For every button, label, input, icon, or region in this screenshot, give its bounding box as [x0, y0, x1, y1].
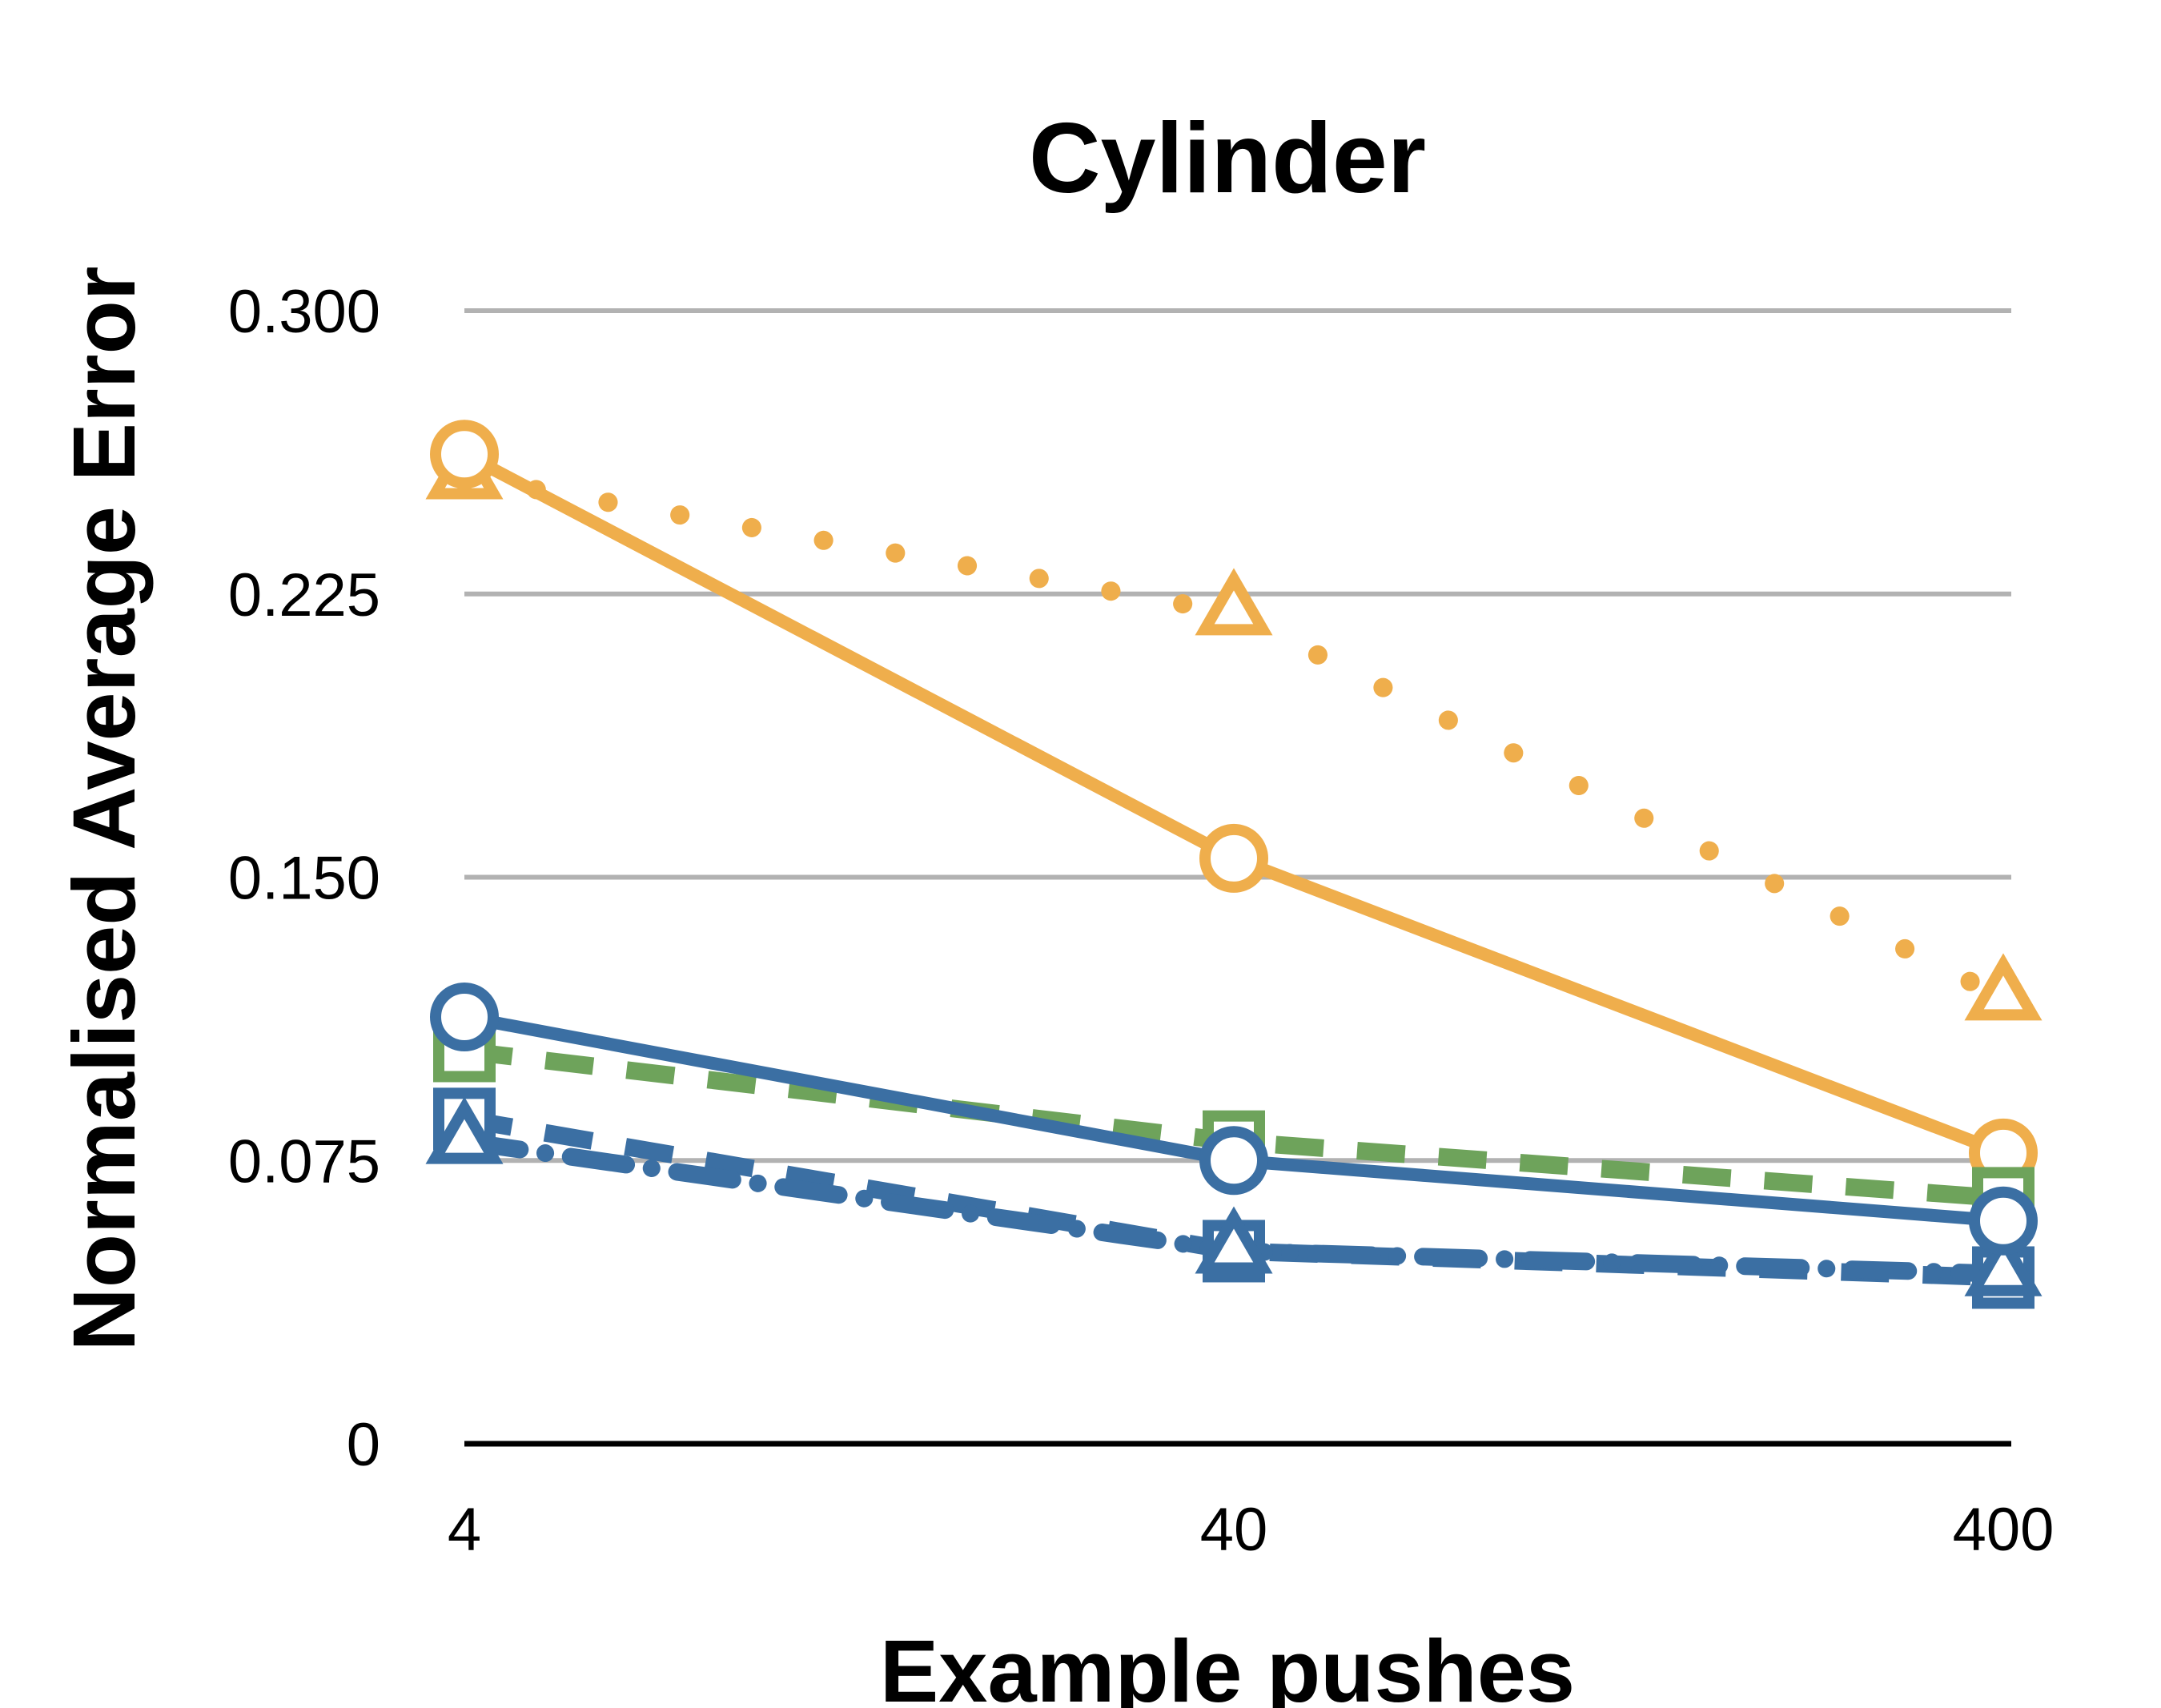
data-point-triangle: [1964, 953, 2043, 1021]
series-line-1: [455, 467, 2013, 1008]
data-point-triangle: [1964, 1228, 2043, 1296]
y-tick-label: 0: [347, 1411, 380, 1479]
x-axis-title: Example pushes: [880, 1622, 1575, 1708]
data-point-circle: [1199, 823, 1268, 893]
x-tick-label: 40: [1200, 1496, 1268, 1564]
data-point-triangle: [1195, 568, 1273, 636]
series-line-2: [461, 448, 2006, 1159]
data-point-circle: [1969, 1186, 2038, 1256]
series-markers: [425, 420, 2043, 1309]
data-point-circle: [430, 420, 499, 489]
y-axis-title: Normalised Average Error: [55, 266, 154, 1351]
data-point-circle: [1199, 1126, 1268, 1196]
data-point-triangle: [1195, 1206, 1273, 1274]
x-tick-labels: 4 40 400: [448, 1496, 2055, 1564]
y-tick-label: 0.300: [228, 278, 380, 346]
y-tick-labels: 0 0.075 0.150 0.225 0.300: [228, 278, 380, 1479]
x-tick-label: 400: [1953, 1496, 2055, 1564]
data-point-triangle: [425, 1096, 504, 1164]
data-point-circle: [430, 983, 499, 1052]
y-tick-label: 0.075: [228, 1127, 380, 1196]
y-tick-label: 0.225: [228, 561, 380, 629]
y-tick-label: 0.150: [228, 845, 380, 913]
x-tick-label: 4: [448, 1496, 481, 1564]
chart-title: Cylinder: [1029, 103, 1426, 214]
